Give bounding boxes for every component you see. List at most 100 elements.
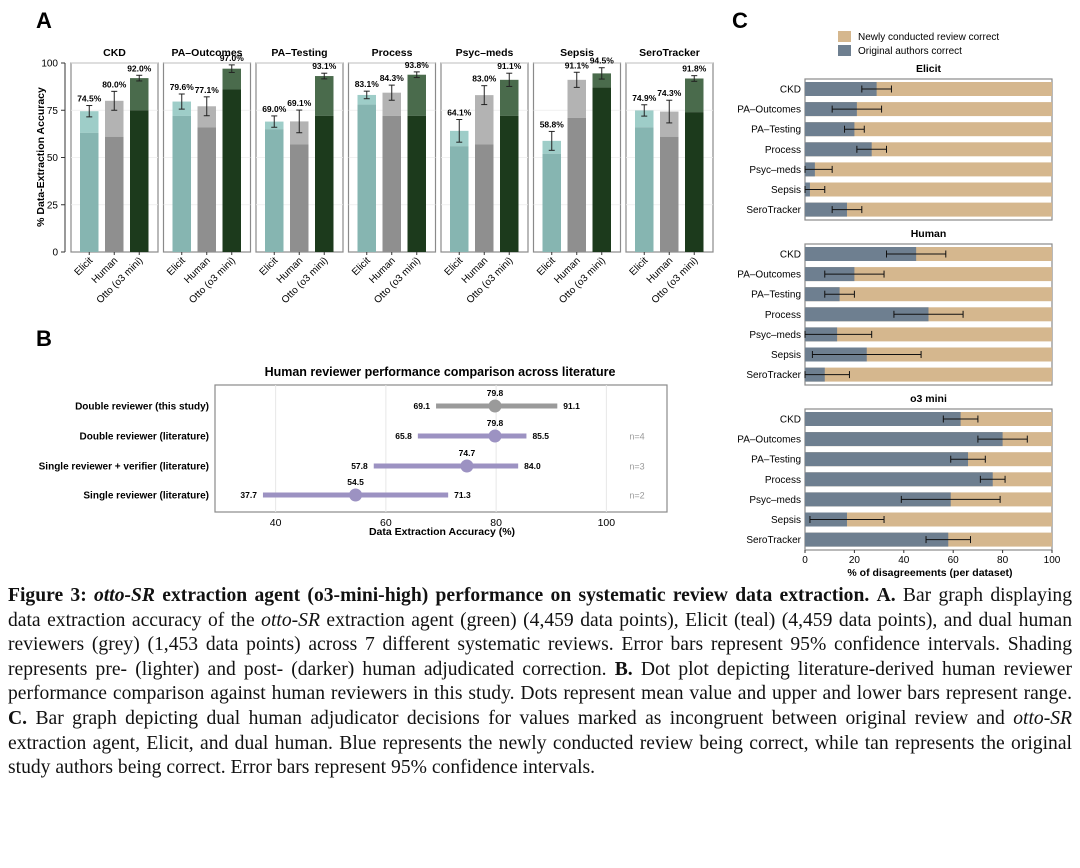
panel-b-n-label-row-3: n=2 (629, 491, 644, 501)
panel-c-bar-new-elicit-serotracker (805, 202, 1052, 217)
bar-pre-ckd-human (105, 136, 124, 252)
panel-b-low-label-row-0: 69.1 (413, 401, 430, 411)
bar-pre-pa-testing-human (290, 144, 309, 252)
panel-c-bar-original-o3-mini-pa-outcomes (805, 432, 1003, 447)
panel-label-b: B (36, 326, 52, 351)
value-label-ckd-human: 80.0% (102, 79, 127, 89)
panel-c-bar-new-elicit-pa-outcomes (805, 102, 1052, 117)
panel-b-xtick-80: 80 (490, 517, 502, 529)
panel-c-xtick-100: 100 (1044, 555, 1061, 566)
facet-title-process: Process (372, 47, 413, 59)
caption-figure-label: Figure 3: (8, 585, 87, 606)
panel-c-bar-original-human-process (805, 307, 929, 322)
facet-title-serotracker: SeroTracker (639, 47, 700, 59)
bar-post-pa-outcomes-otto-o3-mini (222, 68, 241, 90)
panel-c-bar-new-human-serotracker (805, 367, 1052, 382)
facet-title-ckd: CKD (103, 47, 126, 59)
panel-b-low-label-row-2: 57.8 (351, 461, 368, 471)
panel-b-mean-label-row-3: 54.5 (347, 477, 364, 487)
panel-c-bar-original-elicit-pa-outcomes (805, 102, 857, 117)
bar-post-pa-testing-otto-o3-mini (315, 76, 334, 116)
panel-label-a: A (36, 8, 52, 33)
bar-pre-serotracker-otto-o3-mini (685, 112, 704, 252)
panel-c-bar-original-human-ckd (805, 247, 917, 261)
panel-a-ytick-100: 100 (41, 59, 58, 70)
bar-post-psyc-meds-human (475, 95, 494, 145)
bar-post-serotracker-human (660, 111, 679, 137)
panel-c-bar-original-human-pa-testing (805, 287, 840, 302)
panel-b-n-label-row-1: n=4 (629, 432, 644, 442)
caption-b-label: B. (614, 658, 633, 680)
panel-c-category-elicit-ckd: CKD (780, 85, 801, 96)
panel-c-category-human-pa-testing: PA–Testing (751, 290, 801, 301)
panel-c-xtick-40: 40 (898, 555, 910, 566)
bar-post-process-human (382, 92, 401, 116)
panel-b-high-label-row-3: 71.3 (454, 490, 471, 500)
panel-b-low-label-row-1: 65.8 (395, 431, 412, 441)
panel-b-mean-dot-row-1 (488, 429, 502, 443)
panel-c-category-human-serotracker: SeroTracker (746, 370, 801, 381)
panel-c-bar-original-elicit-serotracker (805, 202, 847, 217)
caption-title-agent: otto-SR (94, 585, 156, 606)
bar-pre-ckd-otto-o3-mini (130, 110, 149, 252)
value-label-pa-testing-otto-o3-mini: 93.1% (312, 61, 337, 71)
caption-a-agent: otto-SR (261, 609, 320, 631)
panel-b-high-label-row-2: 84.0 (524, 461, 541, 471)
panel-label-c: C (732, 8, 748, 33)
panel-c-bar-new-human-pa-testing (805, 287, 1052, 302)
value-label-pa-outcomes-otto-o3-mini: 97.0% (220, 53, 245, 63)
panel-c-xtick-60: 60 (948, 555, 960, 566)
caption-c-agent: otto-SR (1013, 707, 1072, 729)
panel-a-ytick-25: 25 (47, 200, 59, 211)
caption-c-text-2: extraction agent, Elicit, and dual human… (8, 732, 1072, 779)
bar-post-sepsis-human (567, 79, 586, 118)
panel-c-xtick-20: 20 (849, 555, 861, 566)
value-label-psyc-meds-elicit: 64.1% (447, 108, 472, 118)
panel-c-bar-original-o3-mini-psyc-meds (805, 492, 951, 507)
caption-a-label: A. (876, 585, 896, 606)
bar-pre-sepsis-human (567, 117, 586, 252)
value-label-process-elicit: 83.1% (355, 79, 380, 89)
panel-a-ylabel: % Data-Extraction Accuracy (35, 87, 47, 227)
panel-b-mean-dot-row-0 (488, 399, 502, 413)
bar-pre-process-human (382, 115, 401, 252)
bar-pre-process-otto-o3-mini (407, 115, 426, 252)
panel-c-bar-new-elicit-psyc-meds (805, 162, 1052, 177)
bar-post-process-otto-o3-mini (407, 74, 426, 116)
panel-c-category-elicit-psyc-meds: Psyc–meds (749, 165, 801, 176)
panel-c-category-elicit-sepsis: Sepsis (771, 185, 801, 196)
panel-c-xtick-80: 80 (997, 555, 1009, 566)
value-label-pa-outcomes-human: 77.1% (195, 85, 220, 95)
panel-c-xtick-0: 0 (802, 555, 808, 566)
bar-pre-psyc-meds-elicit (450, 146, 469, 252)
panel-a-ytick-75: 75 (47, 106, 59, 117)
value-label-psyc-meds-human: 83.0% (472, 74, 497, 84)
caption-title: extraction agent (o3-mini-high) performa… (162, 585, 870, 606)
bar-pre-sepsis-otto-o3-mini (592, 87, 611, 252)
bar-post-pa-outcomes-human (197, 106, 216, 128)
bar-pre-serotracker-elicit (635, 127, 654, 252)
panel-c-bar-original-o3-mini-ckd (805, 412, 961, 426)
bar-pre-pa-testing-elicit (265, 129, 284, 252)
panel-b-row-label-row-0: Double reviewer (this study) (75, 402, 209, 413)
value-label-process-human: 84.3% (380, 73, 405, 83)
panel-b-high-label-row-1: 85.5 (532, 431, 549, 441)
figure-caption: Figure 3: otto-SR extraction agent (o3-m… (8, 584, 1072, 781)
bar-post-ckd-human (105, 100, 124, 137)
panel-b-mean-label-row-1: 79.8 (487, 418, 504, 428)
panel-c-bar-new-o3-mini-sepsis (805, 512, 1052, 527)
panel-a-bar-chart: % Data-Extraction Accuracy 0 25 50 75 100 CKD… (35, 47, 714, 306)
bar-pre-process-elicit (357, 104, 376, 252)
panel-c-bar-original-o3-mini-pa-testing (805, 452, 969, 467)
panel-b-row-label-row-1: Double reviewer (literature) (80, 432, 209, 443)
value-label-pa-outcomes-elicit: 79.6% (170, 82, 195, 92)
bar-pre-pa-testing-otto-o3-mini (315, 115, 334, 252)
panel-c-category-elicit-serotracker: SeroTracker (746, 205, 801, 216)
panel-c-category-human-process: Process (765, 310, 801, 321)
panel-c-facet-title-o3-mini: o3 mini (910, 393, 947, 405)
panel-c-category-o3-mini-ckd: CKD (780, 415, 801, 426)
panel-c-category-elicit-pa-testing: PA–Testing (751, 125, 801, 136)
figure-3: A B C % Data-Extraction Accuracy 0 25 50 75… (35, 8, 1061, 579)
panel-b-n-label-row-2: n=3 (629, 462, 644, 472)
panel-c-category-o3-mini-sepsis: Sepsis (771, 515, 801, 526)
